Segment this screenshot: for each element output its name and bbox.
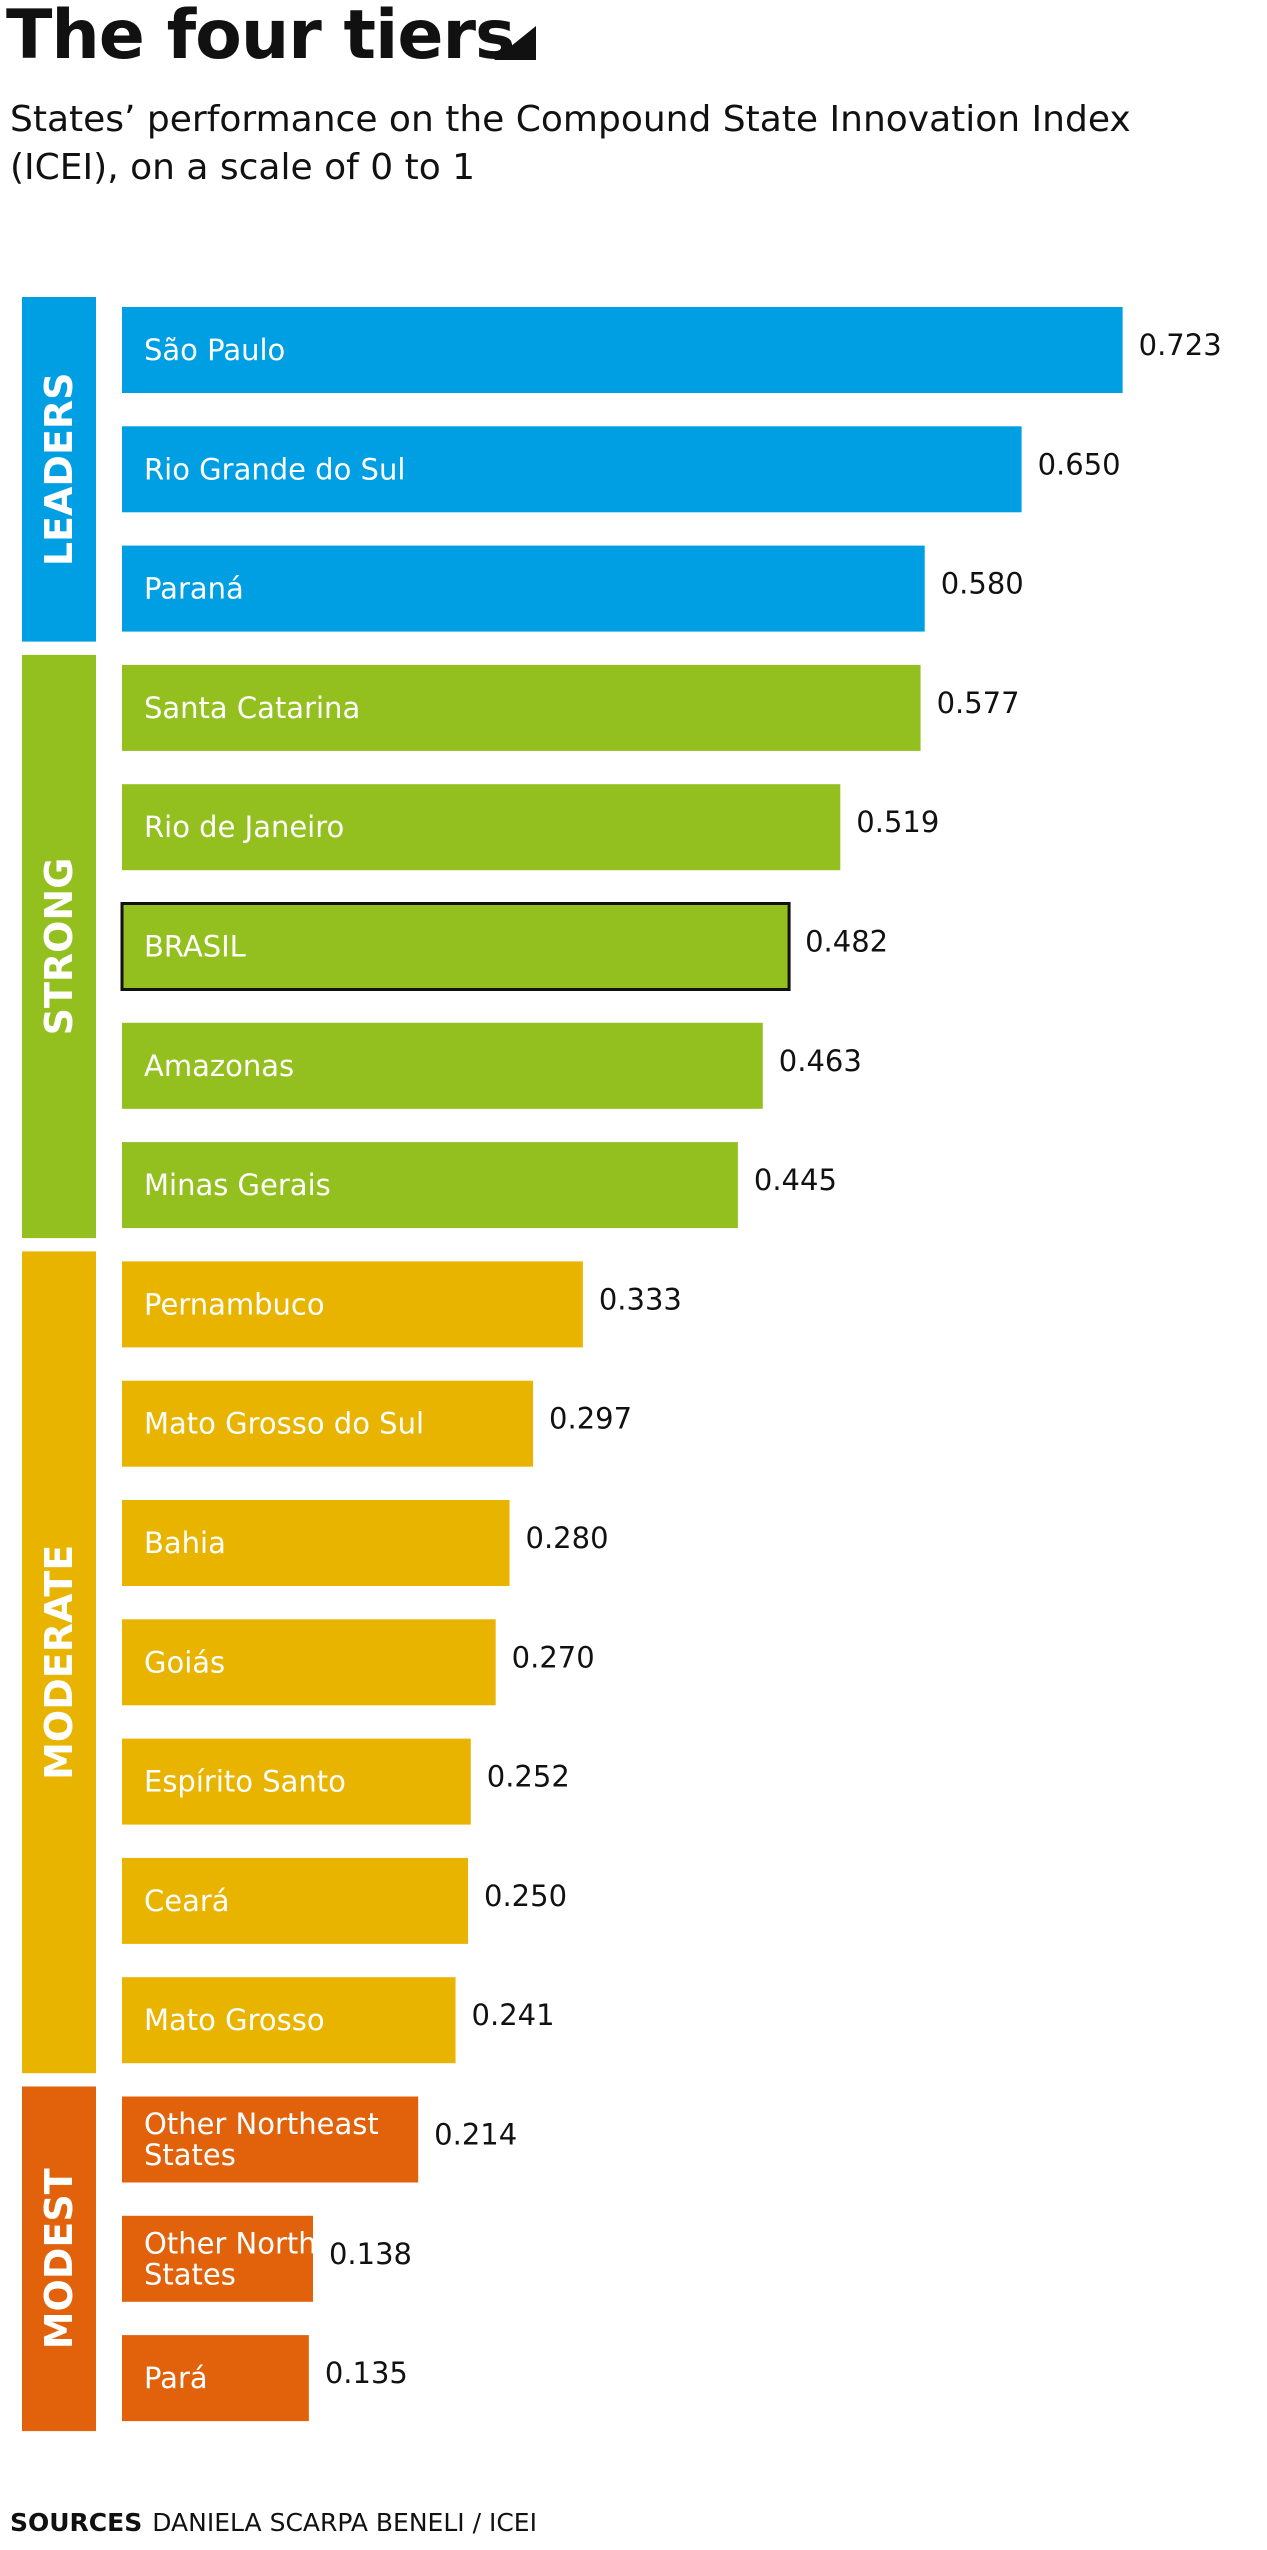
value-label-parana: 0.580 [941,567,1024,601]
tier-label-leaders: LEADERS [37,372,81,566]
bar-label-line: Other Northeast [144,2107,379,2141]
value-label-bahia: 0.280 [526,1521,609,1555]
bar-para [122,2335,309,2422]
bar-label-pernambuco: Pernambuco [144,1287,325,1321]
bar-rio-grande-do-sul [122,426,1022,513]
value-label-rio-de-janeiro: 0.519 [856,805,939,839]
bar-label-mato-grosso: Mato Grosso [144,2003,325,2037]
tier-label-strong: STRONG [37,858,81,1036]
bar-label-other-northeast-states: Other Northeast States [144,2107,379,2172]
value-label-mato-grosso: 0.241 [472,1998,555,2032]
bar-label-minas-gerais: Minas Gerais [144,1168,331,1202]
value-label-amazonas: 0.463 [779,1044,862,1078]
value-label-ceara: 0.250 [484,1879,567,1913]
bar-bahia [122,1500,510,1586]
bar-label-amazonas: Amazonas [144,1049,294,1083]
bar-goias [122,1619,496,1706]
triangle-corner-icon [494,26,536,60]
tier-label-modest: MODEST [37,2168,81,2349]
value-label-other-north-states: 0.138 [329,2237,412,2271]
value-label-rio-grande-do-sul: 0.650 [1038,447,1121,481]
bar-label-santa-catarina: Santa Catarina [144,691,360,725]
value-label-goias: 0.270 [512,1640,595,1674]
bar-mato-grosso [122,1977,456,2064]
bar-mato-grosso-do-sul [122,1380,534,1467]
bar-amazonas [122,1022,763,1109]
bar-sao-paulo [122,307,1123,393]
value-label-minas-gerais: 0.445 [754,1163,837,1197]
value-label-pernambuco: 0.333 [599,1282,682,1316]
tier-block-strong [22,654,96,1239]
bar-other-north-states [122,2215,313,2302]
bar-parana [122,545,925,632]
bar-label-rio-grande-do-sul: Rio Grande do Sul [144,452,405,486]
bar-minas-gerais [122,1142,738,1229]
sources-text: DANIELA SCARPA BENELI / ICEI [152,2508,537,2537]
bar-ceara [122,1857,468,1944]
bar-chart: São Paulo 0.723 Rio Grande do Sul 0.650 Para… [22,297,1222,2432]
value-label-mato-grosso-do-sul: 0.297 [549,1402,632,1436]
value-label-santa-catarina: 0.577 [937,686,1020,720]
bar-label-line: Other North [144,2226,317,2260]
tier-block-moderate [22,1251,96,2074]
bar-label-espirito-santo: Espírito Santo [144,1765,346,1799]
sources-label: SOURCES [10,2508,143,2537]
bar-rio-de-janeiro [122,784,841,871]
bar-label-sao-paulo: São Paulo [144,333,285,367]
bar-label-goias: Goiás [144,1645,225,1679]
bar-label-brasil: BRASIL [144,930,246,964]
bar-label-bahia: Bahia [144,1526,226,1560]
value-label-brasil: 0.482 [805,925,888,959]
value-label-espirito-santo: 0.252 [487,1760,570,1794]
bar-other-northeast-states [122,2096,419,2183]
bar-label-line: States [144,2138,236,2172]
bar-label-parana: Paraná [144,572,244,606]
bar-label-para: Pará [144,2361,208,2395]
bar-espirito-santo [122,1738,471,1825]
value-label-other-northeast-states: 0.214 [434,2118,517,2152]
bar-label-line: States [144,2257,236,2291]
tier-block-leaders [22,297,96,642]
bar-label-rio-de-janeiro: Rio de Janeiro [144,810,344,844]
chart-subtitle: States’ performance on the Compound Stat… [10,99,1131,188]
bar-brasil [120,902,791,991]
bar-label-ceara: Ceará [144,1884,230,1918]
value-label-para: 0.135 [325,2356,408,2390]
chart-title: The four tiers [6,0,515,75]
tier-block-modest [22,2086,96,2432]
sources-line: SOURCES DANIELA SCARPA BENELI / ICEI [10,2508,537,2537]
bar-label-other-north-states: Other North States [144,2226,317,2291]
bar-pernambuco [122,1261,583,1348]
value-label-sao-paulo: 0.723 [1139,328,1222,362]
tier-label-moderate: MODERATE [37,1545,81,1780]
bar-santa-catarina [122,664,921,751]
bar-label-mato-grosso-do-sul: Mato Grosso do Sul [144,1407,424,1441]
